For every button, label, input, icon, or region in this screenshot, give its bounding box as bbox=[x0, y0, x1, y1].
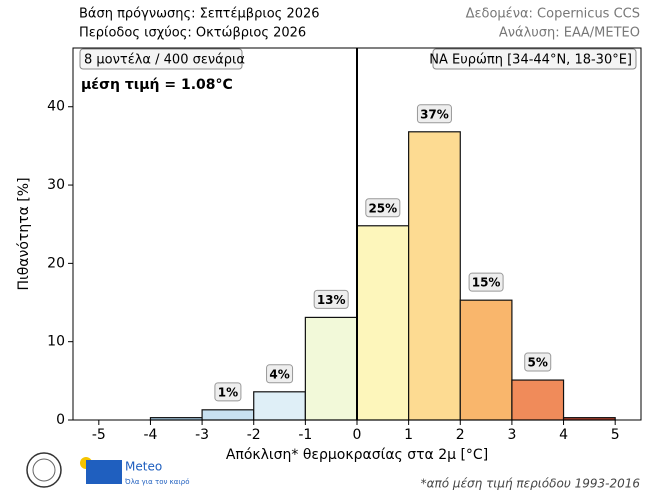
bar bbox=[408, 131, 461, 421]
annotation-box bbox=[79, 48, 243, 70]
x-tick-label: 3 bbox=[507, 427, 516, 443]
source: Δεδομένα: Copernicus CCS bbox=[466, 7, 640, 22]
x-tick-label: -3 bbox=[195, 427, 209, 443]
x-tick-label: 5 bbox=[611, 427, 620, 443]
value-label-box bbox=[468, 272, 504, 292]
y-tick-label: 0 bbox=[56, 412, 65, 428]
bar bbox=[511, 379, 565, 421]
x-tick-label: -4 bbox=[143, 427, 157, 443]
value-label-box bbox=[214, 382, 242, 402]
value-label: 37% bbox=[420, 107, 449, 121]
value-label-box bbox=[365, 198, 401, 218]
value-label: 15% bbox=[472, 276, 501, 290]
y-tick-label: 30 bbox=[47, 177, 65, 193]
value-label: 5% bbox=[528, 356, 548, 370]
x-tick-label: -2 bbox=[247, 427, 261, 443]
y-tick-label: 10 bbox=[47, 334, 65, 350]
x-tick-label: 1 bbox=[404, 427, 413, 443]
value-label: 4% bbox=[269, 367, 289, 381]
y-tick-label: 40 bbox=[47, 99, 65, 115]
x-tick-label: -5 bbox=[92, 427, 106, 443]
value-label-box bbox=[416, 104, 452, 124]
subtitle: Περίοδος ισχύος: Οκτώβριος 2026 bbox=[79, 26, 306, 41]
x-tick-label: 4 bbox=[559, 427, 568, 443]
y-axis-label: Πιθανότητα [%] bbox=[16, 177, 32, 290]
credit: Ανάλυση: ΕΑΑ/METEO bbox=[499, 26, 640, 41]
value-label: 1% bbox=[218, 385, 238, 399]
logo-tagline: Όλα για τον καιρό bbox=[124, 478, 190, 486]
logo-text: Meteo bbox=[125, 460, 162, 474]
value-label: 25% bbox=[368, 201, 397, 215]
x-tick-label: 0 bbox=[353, 427, 362, 443]
annotation: μέση τιμή = 1.08°C bbox=[81, 77, 233, 93]
x-tick-label: -1 bbox=[298, 427, 312, 443]
bar bbox=[304, 316, 358, 421]
emblem-inner bbox=[32, 458, 56, 482]
value-label-box bbox=[313, 289, 349, 309]
bar bbox=[459, 299, 513, 421]
footnote: *από μέση τιμή περιόδου 1993-2016 bbox=[421, 477, 641, 491]
annotation-box bbox=[432, 48, 637, 70]
logos: Meteo Όλα για τον καιρό bbox=[26, 452, 190, 488]
value-label: 13% bbox=[317, 293, 346, 307]
bar bbox=[356, 225, 410, 421]
annotation: 8 μοντέλα / 400 σενάρια bbox=[84, 53, 245, 68]
meteo-mark bbox=[86, 460, 122, 484]
bar bbox=[201, 409, 255, 421]
y-tick-label: 20 bbox=[47, 255, 65, 271]
bar bbox=[253, 391, 306, 421]
x-tick-label: 2 bbox=[456, 427, 465, 443]
title: Βάση πρόγνωσης: Σεπτέμβριος 2026 bbox=[79, 7, 320, 22]
value-label-box bbox=[266, 364, 294, 384]
x-axis-label: Απόκλιση* θερμοκρασίας στα 2μ [°C] bbox=[226, 447, 488, 463]
emblem bbox=[26, 452, 62, 488]
value-label-box bbox=[524, 352, 552, 372]
annotation: ΝΑ Ευρώπη [34-44°N, 18-30°E] bbox=[429, 53, 632, 68]
